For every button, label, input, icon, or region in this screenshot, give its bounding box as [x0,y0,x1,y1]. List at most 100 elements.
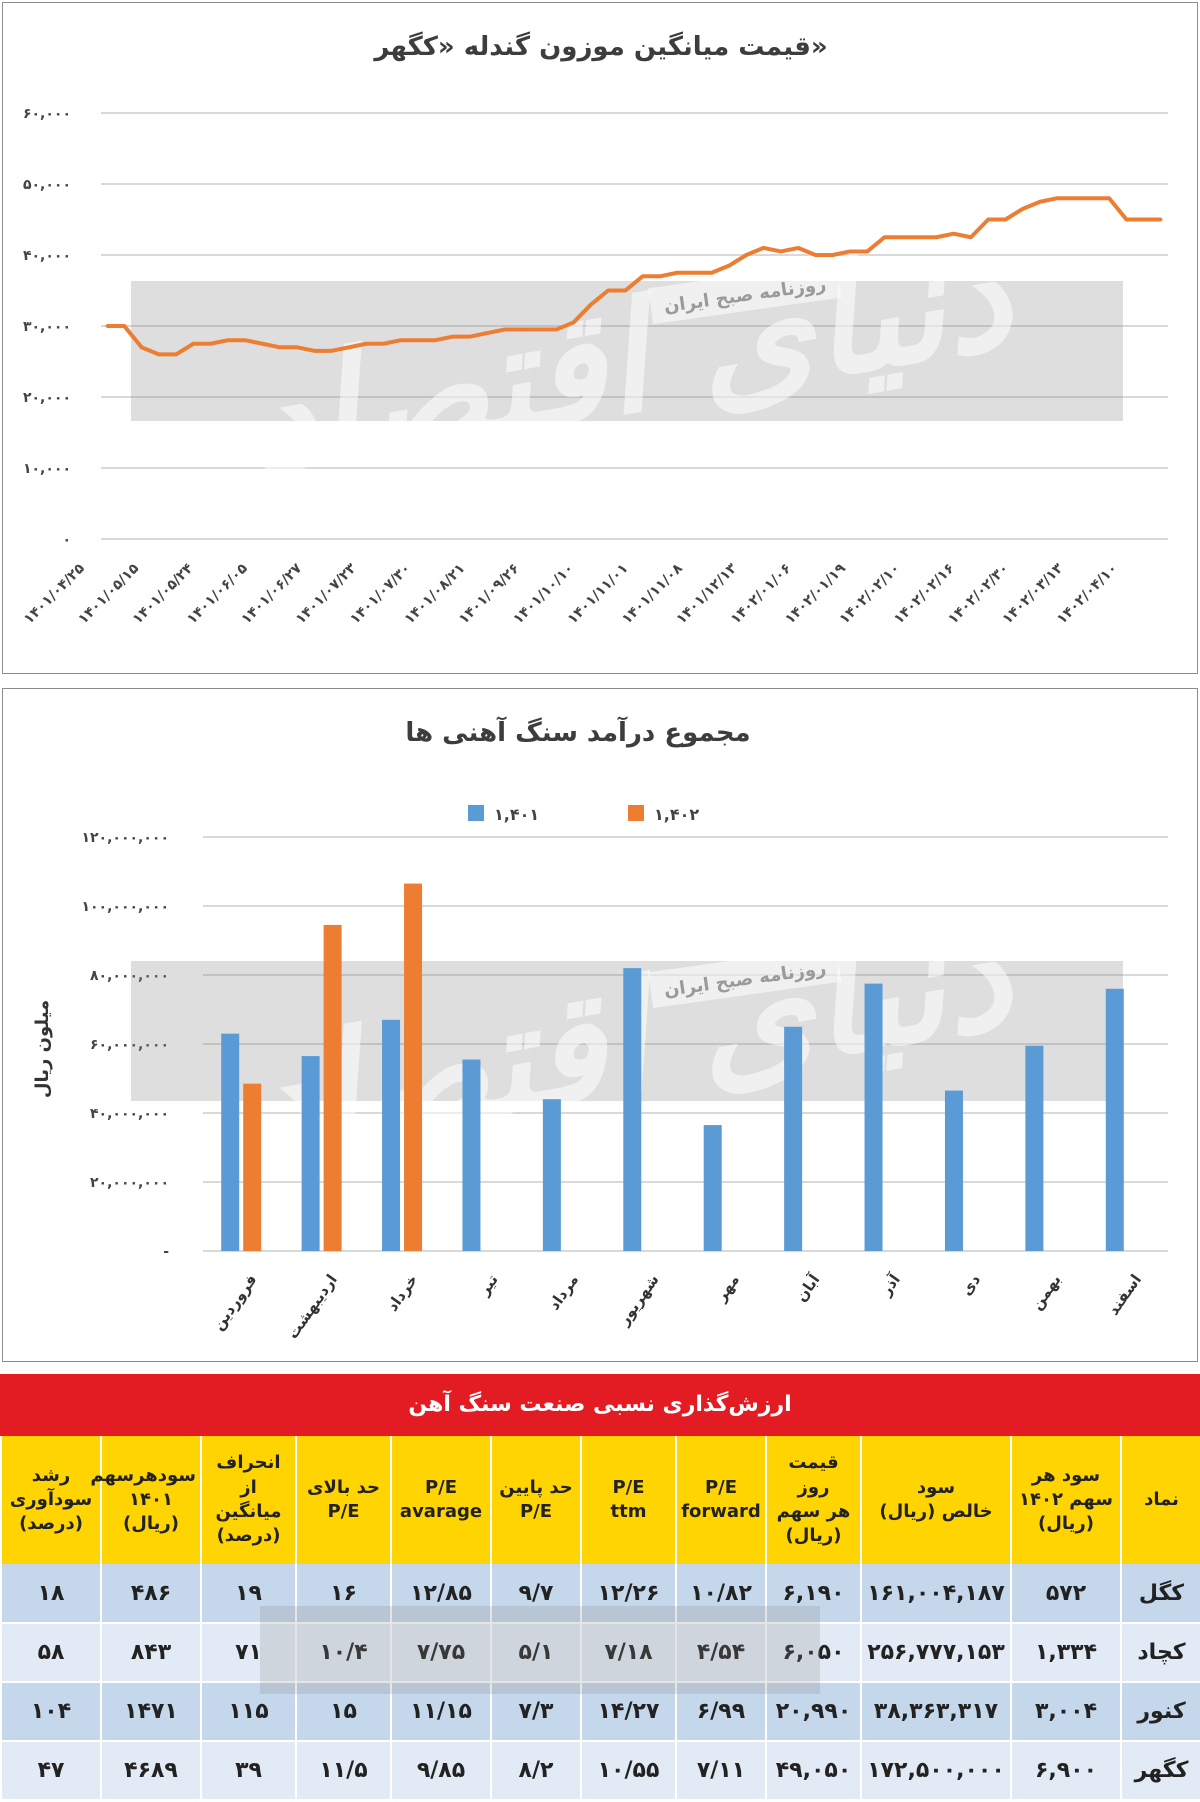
chart-title: قیمت میانگین موزون گندله «کگهر» [372,31,827,62]
x-category-label: آذر [876,1270,904,1299]
data-point [796,246,800,250]
table-cell: ۱۹ [200,1564,296,1624]
column-header: نماد [1120,1436,1200,1564]
bar [462,1059,481,1251]
data-point [416,338,420,342]
data-point [692,271,696,275]
column-header-line: (درصد) [19,1513,83,1535]
data-point [381,342,385,346]
data-point [261,342,265,346]
data-point [468,335,472,339]
x-category-label: دی [957,1271,984,1299]
column-header: P/E forward [675,1436,766,1564]
watermark-band [131,281,1123,421]
data-point [295,345,299,349]
bar [703,1125,722,1251]
column-header-line: سود [916,1476,956,1498]
table-cell: ۴۹,۰۵۰ [765,1741,861,1801]
data-point [157,352,161,356]
watermark-logo-text: دنیای اقتصاد [234,205,1026,513]
data-point [1038,200,1042,204]
data-point [1159,218,1163,221]
data-point [883,235,887,239]
bar [944,1090,963,1251]
column-header-line: خالص (ریال) [879,1501,993,1522]
y-tick-label: ۳۰,۰۰۰ [23,319,71,335]
column-header-line: سود هر [1031,1464,1101,1486]
table-cell: ۱۱/۱۵ [390,1682,491,1742]
data-point [710,271,714,275]
column-header-line: (ریال) [123,1513,179,1535]
data-point [917,235,921,239]
y-tick-label: ۲۰,۰۰۰ [23,390,71,406]
table-cell: ۱۰/۸۲ [675,1564,766,1624]
data-point [554,328,558,332]
y-tick-label: ۶۰,۰۰۰ [23,106,71,122]
data-point [675,271,679,275]
table-cell: ۱۷۲,۵۰۰,۰۰۰ [860,1741,1011,1801]
data-point [641,274,645,278]
data-point [744,253,748,257]
data-point [779,249,783,253]
column-header-line: avarage [399,1501,483,1522]
data-point [1107,196,1111,200]
table-cell: ۱۶۱,۰۰۴,۱۸۷ [860,1564,1011,1624]
column-header-line: P/E [424,1476,458,1498]
data-point [347,345,351,349]
table-cell: ۸۴۳ [100,1623,201,1683]
column-header-line: سهم ۱۴۰۲ [1019,1488,1113,1510]
data-point [831,253,835,257]
table-cell: ۳۹ [200,1741,296,1801]
data-point [934,235,938,239]
table-row: کگل ۵۷۲ ۱۶۱,۰۰۴,۱۸۷ ۶,۱۹۰ ۱۰/۸۲ ۱۲/۲۶ ۹/۷ ۱۲/۸۵… [0,1564,1200,1624]
column-header: P/E avarage [390,1436,491,1564]
data-point [1073,196,1077,200]
y-tick-label: ۲۰,۰۰۰,۰۰۰ [90,1175,169,1191]
table-cell: ۱,۳۳۴ [1010,1623,1121,1683]
column-header: سودهرسهم ۱۴۰۱ (ریال) [90,1436,201,1564]
price-series-line [107,196,1161,357]
bar [221,1033,240,1251]
table-cell: ۶,۰۵۰ [765,1623,861,1683]
y-axis-label: میلون ریال [32,1000,53,1098]
y-tick-label: ۱۲۰,۰۰۰,۰۰۰ [81,830,169,846]
table-cell: ۴۸۶ [100,1564,201,1624]
table-cell: ۷/۱۱ [675,1741,766,1801]
x-category-label: اسفند [1104,1271,1145,1319]
x-category-label: خرداد [383,1271,421,1315]
data-point [1124,218,1128,221]
data-point [762,246,766,250]
bar [301,1056,320,1251]
y-tick-label: ۶۰,۰۰۰,۰۰۰ [90,1037,169,1053]
column-header: رشد سودآوری (درصد) [0,1436,101,1564]
y-tick-label: ۱۰۰,۰۰۰,۰۰۰ [81,899,169,915]
table-cell: ۳۸,۳۶۳,۳۱۷ [860,1682,1011,1742]
bar [382,1019,401,1251]
data-point [1055,196,1059,200]
y-tick-label: ۴۰,۰۰۰ [23,248,71,264]
table-cell: ۷/۷۵ [390,1623,491,1683]
watermark-tag-bg [648,945,842,1009]
table-cell: ۱۱/۵ [295,1741,391,1801]
data-point [848,249,852,253]
column-header-line: P/E [519,1501,553,1522]
table-title: ارزش‌گذاری نسبی صنعت سنگ آهن [0,1374,1200,1436]
table-row: کنور ۳,۰۰۴ ۳۸,۳۶۳,۳۱۷ ۲۰,۹۹۰ ۶/۹۹ ۱۴/۲۷ ۷/۳ ۱۱/… [0,1682,1200,1742]
x-category-label: شهریور [614,1271,662,1329]
data-point [226,338,230,342]
bar [1025,1045,1044,1251]
table-cell: ۷/۳ [490,1682,581,1742]
bar [323,924,342,1251]
column-header-line: (ریال) [785,1525,842,1547]
table-cell: ۱۰/۵۵ [580,1741,676,1801]
data-point [433,338,437,342]
data-point [399,338,403,342]
data-point [1003,218,1007,221]
column-header-line: P/E [612,1476,645,1498]
y-tick-label: ۱۰,۰۰۰ [23,461,71,477]
column-header-line: نماد [1144,1488,1179,1510]
x-category-label: اردیبهشت [284,1271,341,1342]
table-cell: ۱۶ [295,1564,391,1624]
data-point [520,328,524,332]
table-cell: ۷/۱۸ [580,1623,676,1683]
